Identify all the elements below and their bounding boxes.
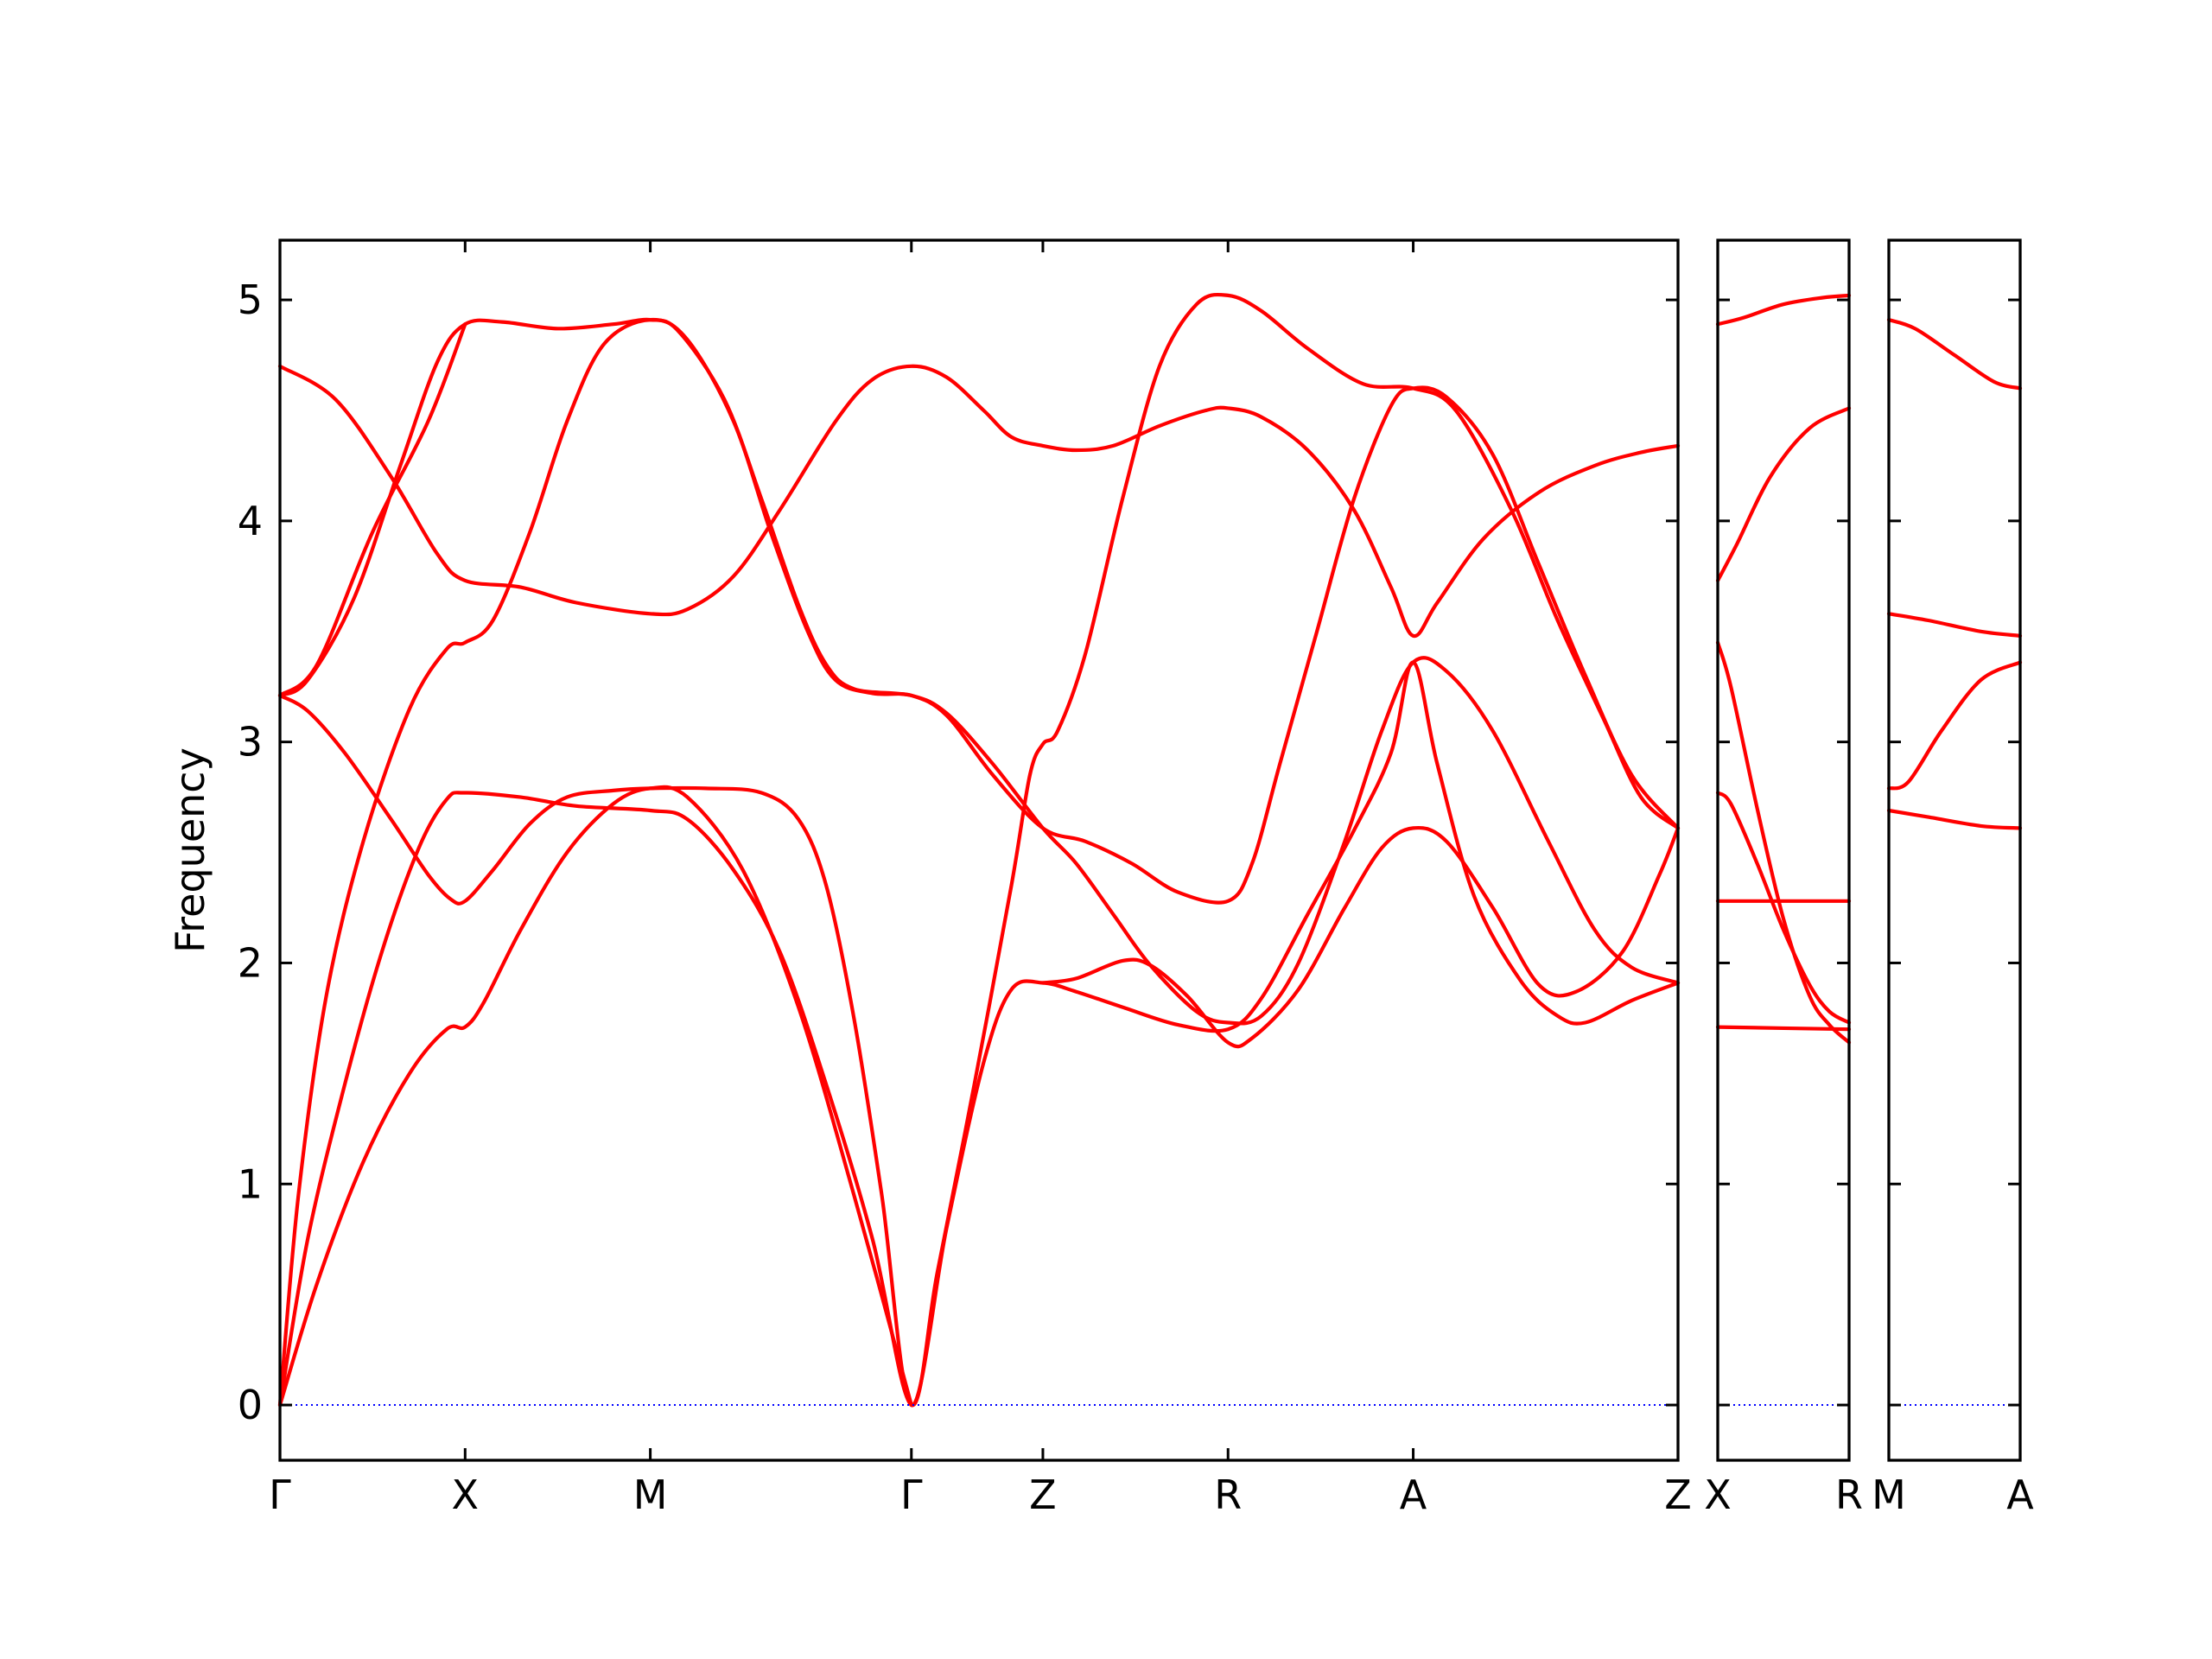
x-tick-label: M — [633, 1471, 668, 1518]
y-tick-label: 0 — [238, 1382, 263, 1428]
band-p2-1 — [1715, 406, 1852, 582]
panel-frame — [278, 238, 1680, 1462]
band-p2-0 — [1715, 293, 1852, 327]
band-p3-3 — [1886, 808, 2023, 830]
band-p2-2 — [1715, 640, 1852, 1045]
x-tick-label: R — [1214, 1471, 1242, 1518]
y-tick-label: 3 — [238, 719, 263, 766]
x-tick-label: X — [452, 1471, 480, 1518]
y-tick-label: 5 — [238, 276, 263, 323]
y-tick-label: 2 — [238, 939, 263, 986]
x-tick-label: Z — [1664, 1471, 1692, 1518]
band-p2-5 — [1715, 1025, 1852, 1032]
x-tick-label: A — [1400, 1471, 1427, 1518]
panel-frame — [1716, 238, 1851, 1462]
panel-p1: 0 1 2 3 4 5 Γ X M Γ Z R A Z — [238, 238, 1692, 1518]
band-p1-3 — [277, 322, 467, 697]
band-p2-3 — [1715, 791, 1852, 1025]
x-tick-label: Γ — [269, 1471, 291, 1518]
band-p1-1 — [277, 317, 1681, 1026]
x-tick-label: M — [1872, 1471, 1906, 1518]
y-tick-label: 4 — [238, 498, 263, 544]
band-p3-2 — [1886, 660, 2023, 791]
x-tick-label: Z — [1029, 1471, 1057, 1518]
x-tick-label: X — [1704, 1471, 1732, 1518]
y-tick-label: 1 — [238, 1160, 263, 1207]
x-tick-label: R — [1835, 1471, 1863, 1518]
y-axis-label: Frequency — [167, 747, 213, 953]
band-p1-6 — [277, 785, 913, 1408]
band-p1-7 — [1040, 825, 1681, 1049]
x-tick-label: Γ — [900, 1471, 923, 1518]
band-p1-2 — [277, 660, 1681, 1408]
band-p1-0 — [277, 364, 1681, 639]
band-p1-4 — [277, 317, 1681, 1408]
band-p1-5 — [277, 292, 1681, 1408]
band-p3-0 — [1886, 318, 2023, 391]
x-tick-label: A — [2006, 1471, 2034, 1518]
panel-frame — [1887, 238, 2022, 1462]
band-p3-1 — [1886, 612, 2023, 638]
